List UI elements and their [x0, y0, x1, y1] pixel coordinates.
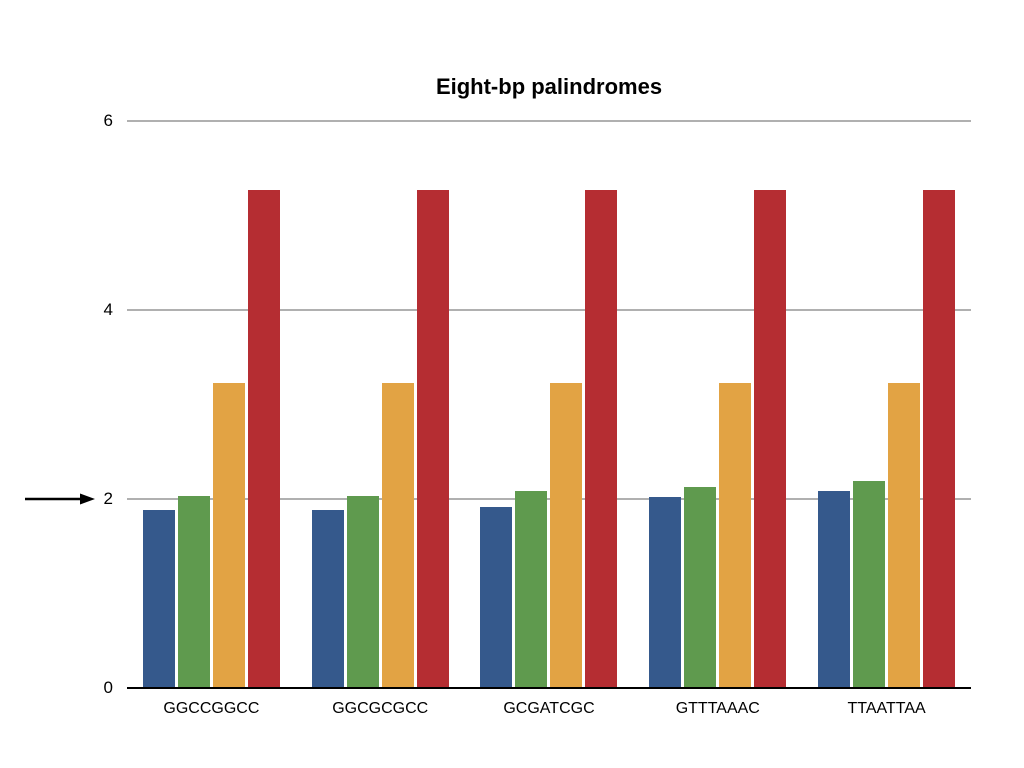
bar-group-TTAATTAA: [802, 121, 971, 688]
bar-green-GGCCGGCC: [177, 496, 210, 688]
y-axis-tick-labels: 0 2 4 6: [0, 111, 113, 697]
x-axis-labels: GGCCGGCC GGCGCGCC GCGATCGC GTTTAAAC TTAATTAA: [127, 700, 971, 718]
x-axis-label-GGCCGGCC: GGCCGGCC: [163, 700, 260, 717]
x-axis-label-TTAATTAA: TTAATTAA: [847, 700, 926, 717]
gridline-y-4: [127, 309, 971, 311]
bar-red-GGCGCGCC: [416, 190, 449, 688]
bar-group-GTTTAAAC: [633, 121, 802, 688]
x-axis-label-GGCGCGCC: GGCGCGCC: [332, 700, 429, 717]
x-axis-label-GCGATCGC: GCGATCGC: [503, 700, 595, 717]
gridline-y-6: [127, 120, 971, 122]
bar-red-GGCCGGCC: [247, 190, 280, 688]
bar-red-GTTTAAAC: [754, 190, 787, 688]
bar-blue-GCGATCGC: [480, 506, 513, 688]
gridline-y-2: [127, 498, 971, 500]
x-axis-label-GTTTAAAC: GTTTAAAC: [675, 700, 760, 717]
bar-blue-GTTTAAAC: [649, 497, 682, 688]
bar-group-GCGATCGC: [465, 121, 634, 688]
plot-area: [127, 120, 971, 689]
bar-red-TTAATTAA: [923, 190, 956, 688]
arrow-annotation-icon: [25, 493, 95, 505]
bar-orange-GTTTAAAC: [719, 382, 752, 688]
y-tick-label-0: 0: [103, 678, 113, 697]
bar-orange-GCGATCGC: [550, 382, 583, 688]
bar-green-TTAATTAA: [853, 481, 886, 688]
y-tick-label-2: 2: [103, 489, 113, 508]
bar-orange-TTAATTAA: [888, 382, 921, 688]
y-tick-label-4: 4: [103, 300, 113, 319]
bar-red-GCGATCGC: [585, 190, 618, 688]
bar-orange-GGCGCGCC: [381, 382, 414, 688]
bar-green-GTTTAAAC: [684, 486, 717, 688]
bar-group-GGCCGGCC: [127, 121, 296, 688]
bar-orange-GGCCGGCC: [212, 382, 245, 688]
bar-groups: [127, 121, 971, 688]
bar-green-GGCGCGCC: [346, 496, 379, 688]
bar-blue-GGCCGGCC: [142, 510, 175, 688]
bar-group-GGCGCGCC: [296, 121, 465, 688]
chart-title: Eight-bp palindromes: [435, 74, 663, 99]
bar-blue-GGCGCGCC: [311, 510, 344, 688]
y-tick-label-6: 6: [103, 111, 113, 130]
bar-blue-TTAATTAA: [818, 491, 851, 688]
x-axis-line: [127, 687, 971, 689]
bar-green-GCGATCGC: [515, 490, 548, 688]
